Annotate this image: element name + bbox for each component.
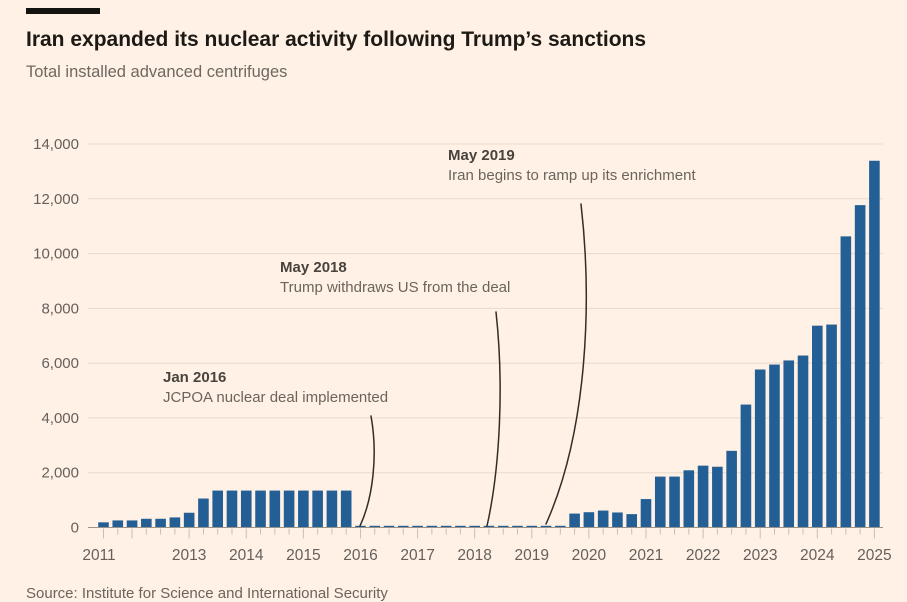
- annotation-jan-2016: Jan 2016 JCPOA nuclear deal implemented: [163, 368, 388, 408]
- bar: [169, 517, 181, 527]
- bar: [240, 490, 252, 527]
- bar: [683, 470, 695, 527]
- x-axis-label: 2019: [515, 547, 549, 564]
- x-axis-label: 2022: [686, 547, 720, 564]
- bar: [512, 525, 523, 527]
- bar: [854, 205, 866, 528]
- chart-title: Iran expanded its nuclear activity follo…: [26, 28, 647, 51]
- bar: [626, 514, 638, 527]
- bar: [155, 518, 166, 527]
- bar: [697, 465, 709, 527]
- bar: [712, 466, 723, 527]
- bar: [469, 525, 480, 527]
- x-axis-label: 2015: [286, 547, 320, 564]
- bar: [812, 325, 823, 527]
- bar: [283, 490, 295, 527]
- bar: [726, 450, 737, 527]
- annotation-body: Iran begins to ramp up its enrichment: [448, 167, 696, 184]
- y-axis-label: 0: [71, 520, 79, 537]
- bar: [840, 236, 852, 527]
- bar: [340, 490, 352, 527]
- bar: [483, 525, 495, 527]
- x-axis-label: 2014: [229, 547, 264, 564]
- annotation-heading: Jan 2016: [163, 369, 227, 386]
- bar: [298, 490, 309, 527]
- bar: [455, 525, 466, 527]
- bar: [640, 499, 652, 527]
- accent-bar: [26, 8, 100, 14]
- bar: [426, 525, 438, 527]
- annotation-callout-line: [486, 311, 501, 527]
- bar: [869, 160, 880, 527]
- x-axis-label: 2023: [743, 547, 777, 564]
- bar: [269, 490, 281, 527]
- bar: [797, 355, 809, 527]
- y-axis-label: 4,000: [41, 410, 79, 427]
- chart-subtitle: Total installed advanced centrifuges: [26, 63, 288, 81]
- x-axis-label: 2011: [82, 547, 115, 564]
- bar: [754, 369, 766, 527]
- bar: [112, 520, 124, 527]
- bar: [198, 498, 209, 527]
- x-axis-label: 2021: [629, 547, 663, 564]
- bar: [369, 525, 381, 527]
- x-axis-label: 2017: [400, 547, 434, 564]
- x-axis-label: 2013: [172, 547, 206, 564]
- annotation-callout-line: [359, 415, 375, 527]
- bar: [654, 476, 666, 527]
- bar: [783, 360, 795, 527]
- bar: [98, 522, 109, 527]
- bar: [255, 490, 266, 527]
- bar: [312, 490, 323, 527]
- annotation-heading: May 2019: [448, 147, 515, 164]
- annotation-may-2018: May 2018 Trump withdraws US from the dea…: [280, 258, 510, 298]
- y-axis-label: 14,000: [33, 136, 79, 153]
- bar: [383, 525, 395, 527]
- x-axis-label: 2018: [457, 547, 491, 564]
- bar: [212, 490, 224, 527]
- bar: [597, 510, 609, 527]
- bar: [126, 520, 138, 527]
- y-axis-label: 10,000: [33, 246, 79, 263]
- x-axis-label: 2020: [572, 547, 607, 564]
- bar: [569, 513, 580, 527]
- y-axis-label: 12,000: [33, 191, 79, 208]
- bar: [412, 525, 423, 527]
- bar: [326, 490, 338, 527]
- annotation-may-2019: May 2019 Iran begins to ramp up its enri…: [448, 146, 696, 186]
- bar: [769, 364, 780, 527]
- bar: [740, 404, 752, 527]
- annotation-body: JCPOA nuclear deal implemented: [163, 389, 389, 406]
- source-note: Source: Institute for Science and Intern…: [26, 585, 388, 602]
- annotation-body: Trump withdraws US from the deal: [280, 279, 511, 296]
- y-axis-label: 2,000: [41, 465, 79, 482]
- bar: [141, 518, 152, 527]
- y-axis-label: 6,000: [41, 355, 79, 372]
- y-axis-label: 8,000: [41, 300, 79, 317]
- x-axis-label: 2025: [857, 547, 891, 564]
- bar: [540, 525, 552, 527]
- bar: [183, 512, 195, 527]
- bar: [583, 512, 595, 527]
- bar: [226, 490, 238, 527]
- x-axis-label: 2016: [343, 547, 377, 564]
- bar: [612, 512, 623, 527]
- bar: [826, 324, 837, 527]
- bar: [555, 525, 566, 527]
- x-axis-label: 2024: [800, 547, 835, 564]
- bar: [669, 476, 680, 527]
- annotation-heading: May 2018: [280, 259, 347, 276]
- bar: [497, 525, 509, 527]
- annotation-callout-line: [545, 203, 587, 525]
- bar: [440, 525, 452, 527]
- bar: [526, 525, 538, 527]
- bar: [397, 525, 409, 527]
